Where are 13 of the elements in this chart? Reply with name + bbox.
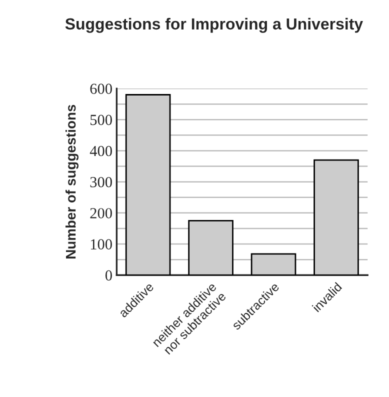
- y-tick-label: 500: [90, 114, 112, 126]
- y-axis-title: Number of suggestions: [66, 104, 79, 258]
- y-tick-label: 600: [90, 84, 112, 94]
- bar: [188, 220, 234, 276]
- y-tick-label: 300: [90, 176, 112, 188]
- bar: [125, 94, 171, 276]
- y-tick-label: 100: [90, 239, 112, 250]
- y-tick-label: 0: [105, 270, 112, 281]
- chart-title: Suggestions for Improving a University: [65, 18, 363, 33]
- y-tick-label: 200: [90, 208, 112, 218]
- y-tick-label: 400: [90, 146, 112, 156]
- bar: [314, 159, 359, 276]
- bar: [250, 253, 296, 276]
